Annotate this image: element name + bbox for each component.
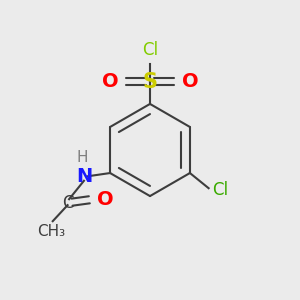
Text: O: O: [102, 72, 118, 91]
Text: O: O: [97, 190, 114, 209]
Text: O: O: [182, 72, 198, 91]
Text: CH₃: CH₃: [37, 224, 65, 239]
Text: Cl: Cl: [212, 181, 228, 199]
Text: N: N: [76, 167, 92, 186]
Text: S: S: [142, 72, 158, 92]
Text: Cl: Cl: [142, 41, 158, 59]
Text: C: C: [62, 194, 73, 212]
Text: H: H: [77, 150, 88, 165]
